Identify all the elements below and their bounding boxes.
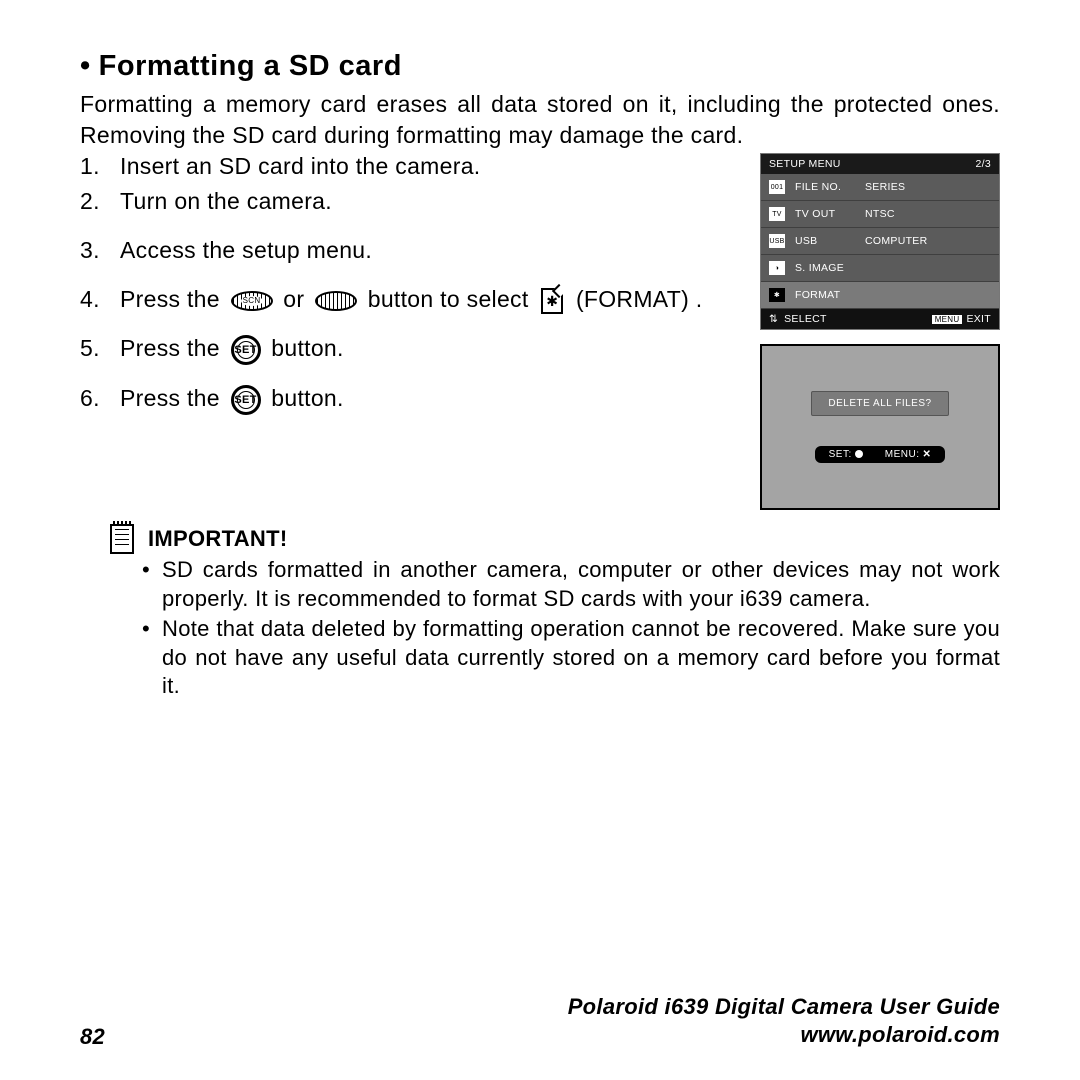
important-bullet-2: Note that data deleted by formatting ope… — [142, 615, 1000, 701]
menu-row-format: ✱ FORMAT — [761, 282, 999, 309]
step-1-text: Insert an SD card into the camera. — [120, 151, 480, 182]
setup-menu-page: 2/3 — [976, 158, 992, 170]
notepad-icon — [110, 524, 134, 554]
step-3-text: Access the setup menu. — [120, 235, 372, 266]
action-menu: MENU:✕ — [885, 449, 932, 460]
setup-menu-title: SETUP MENU — [769, 158, 976, 170]
step-6-a: Press the — [120, 385, 220, 411]
menu-label: FILE NO. — [795, 181, 865, 193]
format-card-icon: ✱ — [541, 288, 563, 314]
page-footer: 82 Polaroid i639 Digital Camera User Gui… — [80, 993, 1000, 1050]
set-button-icon-2: SET — [231, 385, 261, 415]
file-no-icon: 001 — [769, 180, 785, 194]
menu-value: NTSC — [865, 208, 895, 220]
nav-arrows-icon: ⇅ — [769, 313, 778, 325]
step-4-c: button to select — [368, 286, 529, 312]
menu-value: SERIES — [865, 181, 905, 193]
step-6: 6. Press the SET button. — [80, 383, 744, 415]
menu-row-s-image: ◑ S. IMAGE — [761, 255, 999, 282]
section-heading: •Formatting a SD card — [80, 50, 1000, 83]
step-6-b: button. — [271, 385, 343, 411]
menu-row-tv-out: TV TV OUT NTSC — [761, 201, 999, 228]
step-5-b: button. — [271, 335, 343, 361]
steps-column: 1.Insert an SD card into the camera. 2.T… — [80, 151, 744, 510]
menu-value: COMPUTER — [865, 235, 927, 247]
menu-label: FORMAT — [795, 289, 865, 301]
step-4-a: Press the — [120, 286, 220, 312]
menu-row-file-no: 001 FILE NO. SERIES — [761, 174, 999, 201]
tv-out-icon: TV — [769, 207, 785, 221]
footer-select: SELECT — [784, 313, 932, 325]
step-4: 4. Press the or button to select ✱ (FORM… — [80, 284, 744, 315]
scn-up-button-icon — [231, 291, 273, 311]
footer-exit: EXIT — [966, 313, 991, 325]
menu-label: S. IMAGE — [795, 262, 865, 274]
step-3: 3.Access the setup menu. — [80, 235, 744, 266]
delete-confirm-dialog: DELETE ALL FILES? — [811, 391, 948, 416]
page-number: 82 — [80, 1024, 105, 1050]
footer-menu-box: MENU — [932, 315, 963, 324]
setup-menu-screen: SETUP MENU 2/3 001 FILE NO. SERIES TV TV… — [760, 153, 1000, 330]
step-4-content: Press the or button to select ✱ (FORMAT)… — [120, 284, 702, 315]
important-section: IMPORTANT! SD cards formatted in another… — [80, 524, 1000, 701]
step-6-content: Press the SET button. — [120, 383, 344, 415]
step-2: 2.Turn on the camera. — [80, 186, 744, 217]
step-4-d: (FORMAT) . — [576, 286, 703, 312]
set-button-icon: SET — [231, 335, 261, 365]
important-title: IMPORTANT! — [148, 526, 287, 552]
step-1: 1.Insert an SD card into the camera. — [80, 151, 744, 182]
scn-down-button-icon — [315, 291, 357, 311]
setup-menu-header: SETUP MENU 2/3 — [761, 154, 999, 174]
menu-label: USB — [795, 235, 865, 247]
heading-bullet: • — [80, 50, 91, 82]
dialog-action-bar: SET: MENU:✕ — [815, 446, 946, 463]
footer-guide-title: Polaroid i639 Digital Camera User Guide — [568, 993, 1000, 1022]
footer-url: www.polaroid.com — [568, 1021, 1000, 1050]
usb-icon: USB — [769, 234, 785, 248]
step-5-content: Press the SET button. — [120, 333, 344, 365]
step-4-b: or — [283, 286, 304, 312]
setup-menu-footer: ⇅ SELECT MENU EXIT — [761, 309, 999, 329]
step-2-text: Turn on the camera. — [120, 186, 332, 217]
important-bullet-1: SD cards formatted in another camera, co… — [142, 556, 1000, 613]
circle-icon — [855, 450, 863, 458]
confirm-dialog-screen: DELETE ALL FILES? SET: MENU:✕ — [760, 344, 1000, 510]
action-set: SET: — [829, 449, 863, 460]
heading-text: Formatting a SD card — [99, 50, 402, 82]
intro-paragraph: Formatting a memory card erases all data… — [80, 89, 1000, 151]
screens-column: SETUP MENU 2/3 001 FILE NO. SERIES TV TV… — [760, 151, 1000, 510]
menu-row-usb: USB USB COMPUTER — [761, 228, 999, 255]
step-5-a: Press the — [120, 335, 220, 361]
menu-label: TV OUT — [795, 208, 865, 220]
step-5: 5. Press the SET button. — [80, 333, 744, 365]
x-icon: ✕ — [922, 449, 931, 460]
s-image-icon: ◑ — [769, 261, 785, 275]
format-icon: ✱ — [769, 288, 785, 302]
